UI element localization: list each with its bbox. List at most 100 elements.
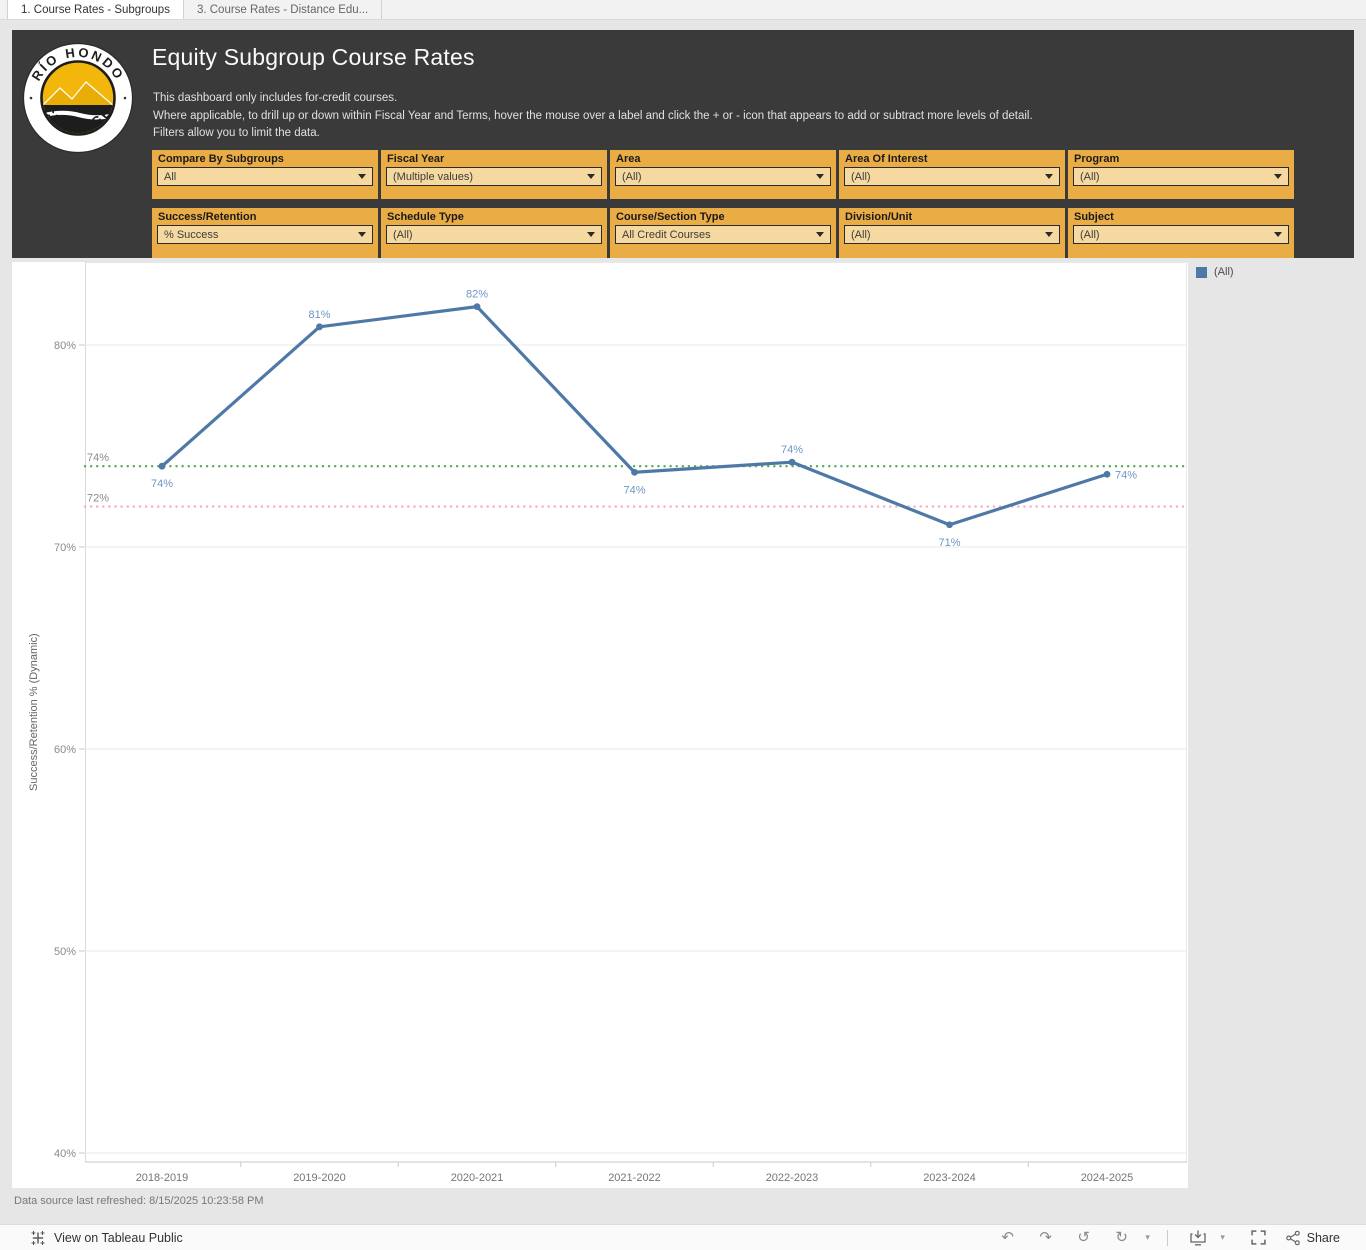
dropdown-value: All Credit Courses [622, 228, 711, 241]
view-on-tableau-public-button[interactable]: View on Tableau Public [30, 1230, 183, 1246]
chevron-down-icon [1274, 232, 1282, 237]
data-point[interactable] [158, 462, 166, 470]
filter-compare-by-subgroups: Compare By Subgroups All [152, 150, 378, 199]
tableau-public-toolbar: View on Tableau Public ↶ ↷ ↺ ↻ ▾ ▾ [0, 1224, 1366, 1250]
filter-label: Course/Section Type [616, 211, 725, 223]
description-line-2: Where applicable, to drill up or down wi… [153, 109, 1033, 122]
data-point-label: 81% [308, 309, 330, 321]
x-axis-label: 2023-2024 [923, 1172, 976, 1184]
filter-label: Division/Unit [845, 211, 913, 223]
reference-line-label: 72% [87, 493, 109, 505]
y-tick-label: 50% [54, 946, 76, 958]
y-tick-label: 80% [54, 340, 76, 352]
chevron-down-icon [1045, 174, 1053, 179]
data-point-label: 74% [151, 478, 173, 490]
toolbar-actions: ↶ ↷ ↺ ↻ ▾ ▾ [989, 1228, 1340, 1246]
refresh-menu-caret-icon[interactable]: ▾ [1145, 1232, 1150, 1242]
data-point[interactable] [1103, 470, 1111, 478]
x-axis-label: 2020-2021 [451, 1172, 504, 1184]
area-of-interest-dropdown[interactable]: (All) [844, 167, 1060, 186]
filter-label: Fiscal Year [387, 153, 445, 165]
y-tick-label: 70% [54, 542, 76, 554]
filter-label: Compare By Subgroups [158, 153, 284, 165]
filter-label: Area Of Interest [845, 153, 928, 165]
filter-area: Area (All) [610, 150, 836, 199]
page-title: Equity Subgroup Course Rates [152, 44, 475, 70]
filter-label: Success/Retention [158, 211, 257, 223]
tab-course-rates-distance-ed[interactable]: 3. Course Rates - Distance Edu... [183, 0, 383, 19]
filter-fiscal-year: Fiscal Year (Multiple values) [381, 150, 607, 199]
dropdown-value: (All) [851, 170, 871, 183]
x-axis-label: 2019-2020 [293, 1172, 346, 1184]
chevron-down-icon [816, 174, 824, 179]
chevron-down-icon [358, 174, 366, 179]
x-axis-label: 2022-2023 [766, 1172, 819, 1184]
toolbar-divider [1166, 1229, 1168, 1246]
dashboard-description: This dashboard only includes for-credit … [153, 90, 1033, 143]
filter-schedule-type: Schedule Type (All) [381, 208, 607, 258]
success-retention-dropdown[interactable]: % Success [157, 225, 373, 244]
data-point[interactable] [631, 468, 638, 476]
data-point-label: 82% [466, 289, 488, 301]
line-chart[interactable]: Success/Retention % (Dynamic) 40% 50% 60% 7… [12, 262, 1188, 1188]
dropdown-value: % Success [164, 228, 219, 241]
tab-bar-spacer [0, 0, 8, 19]
revert-icon[interactable]: ↺ [1077, 1228, 1090, 1246]
data-point-label: 74% [1115, 469, 1137, 481]
x-axis-label: 2021-2022 [608, 1172, 661, 1184]
share-label: Share [1306, 1230, 1340, 1245]
filter-area-of-interest: Area Of Interest (All) [839, 150, 1065, 199]
redo-icon[interactable]: ↷ [1039, 1228, 1052, 1246]
program-dropdown[interactable]: (All) [1073, 167, 1289, 186]
dropdown-value: (All) [1080, 228, 1100, 241]
download-menu-caret-icon[interactable]: ▾ [1220, 1232, 1225, 1242]
subject-dropdown[interactable]: (All) [1073, 225, 1289, 244]
filter-subject: Subject (All) [1068, 208, 1294, 258]
compare-by-subgroups-dropdown[interactable]: All [157, 167, 373, 186]
view-on-tableau-public-label: View on Tableau Public [54, 1230, 183, 1245]
data-point[interactable] [473, 303, 481, 311]
area-dropdown[interactable]: (All) [615, 167, 831, 186]
download-button[interactable] [1180, 1230, 1216, 1246]
data-point[interactable] [788, 458, 796, 466]
chevron-down-icon [816, 232, 824, 237]
filter-label: Area [616, 153, 641, 165]
chevron-down-icon [587, 232, 595, 237]
rio-hondo-college-logo: RÍO HONDO COLLEGE [22, 42, 134, 154]
data-point-label: 74% [623, 484, 645, 496]
filter-label: Schedule Type [387, 211, 464, 223]
share-icon [1285, 1230, 1300, 1245]
tableau-logo-icon [31, 1230, 45, 1245]
division-unit-dropdown[interactable]: (All) [844, 225, 1060, 244]
tab-course-rates-subgroups[interactable]: 1. Course Rates - Subgroups [8, 0, 184, 19]
description-line-3: Filters allow you to limit the data. [153, 127, 320, 139]
x-axis-label: 2024-2025 [1081, 1172, 1134, 1184]
x-axis-label: 2018-2019 [136, 1172, 189, 1184]
y-tick-label: 40% [54, 1148, 76, 1160]
chevron-down-icon [1274, 174, 1282, 179]
fullscreen-icon [1250, 1230, 1266, 1245]
chart-canvas[interactable]: 40% 50% 60% 70% 80% 2018-2019 2019-2020 2020-20… [12, 262, 1188, 1188]
filter-division-unit: Division/Unit (All) [839, 208, 1065, 258]
download-icon [1189, 1230, 1206, 1245]
chevron-down-icon [587, 174, 595, 179]
data-point[interactable] [316, 323, 323, 331]
fullscreen-button[interactable] [1242, 1230, 1275, 1245]
chevron-down-icon [1045, 232, 1053, 237]
fiscal-year-dropdown[interactable]: (Multiple values) [386, 167, 602, 186]
dropdown-value: (All) [622, 170, 642, 183]
filter-success-retention: Success/Retention % Success [152, 208, 378, 258]
filter-label: Program [1074, 153, 1120, 165]
data-point-label: 74% [781, 444, 803, 456]
dropdown-value: (Multiple values) [393, 170, 474, 183]
data-point[interactable] [946, 521, 953, 529]
dropdown-value: (All) [851, 228, 871, 241]
undo-icon[interactable]: ↶ [1001, 1228, 1014, 1246]
share-button[interactable]: Share [1275, 1230, 1340, 1246]
description-line-1: This dashboard only includes for-credit … [153, 92, 398, 104]
course-section-type-dropdown[interactable]: All Credit Courses [615, 225, 831, 244]
dropdown-value: All [164, 170, 177, 183]
color-legend[interactable]: (All) [1196, 266, 1234, 278]
refresh-icon[interactable]: ↻ [1115, 1228, 1128, 1246]
schedule-type-dropdown[interactable]: (All) [386, 225, 602, 244]
